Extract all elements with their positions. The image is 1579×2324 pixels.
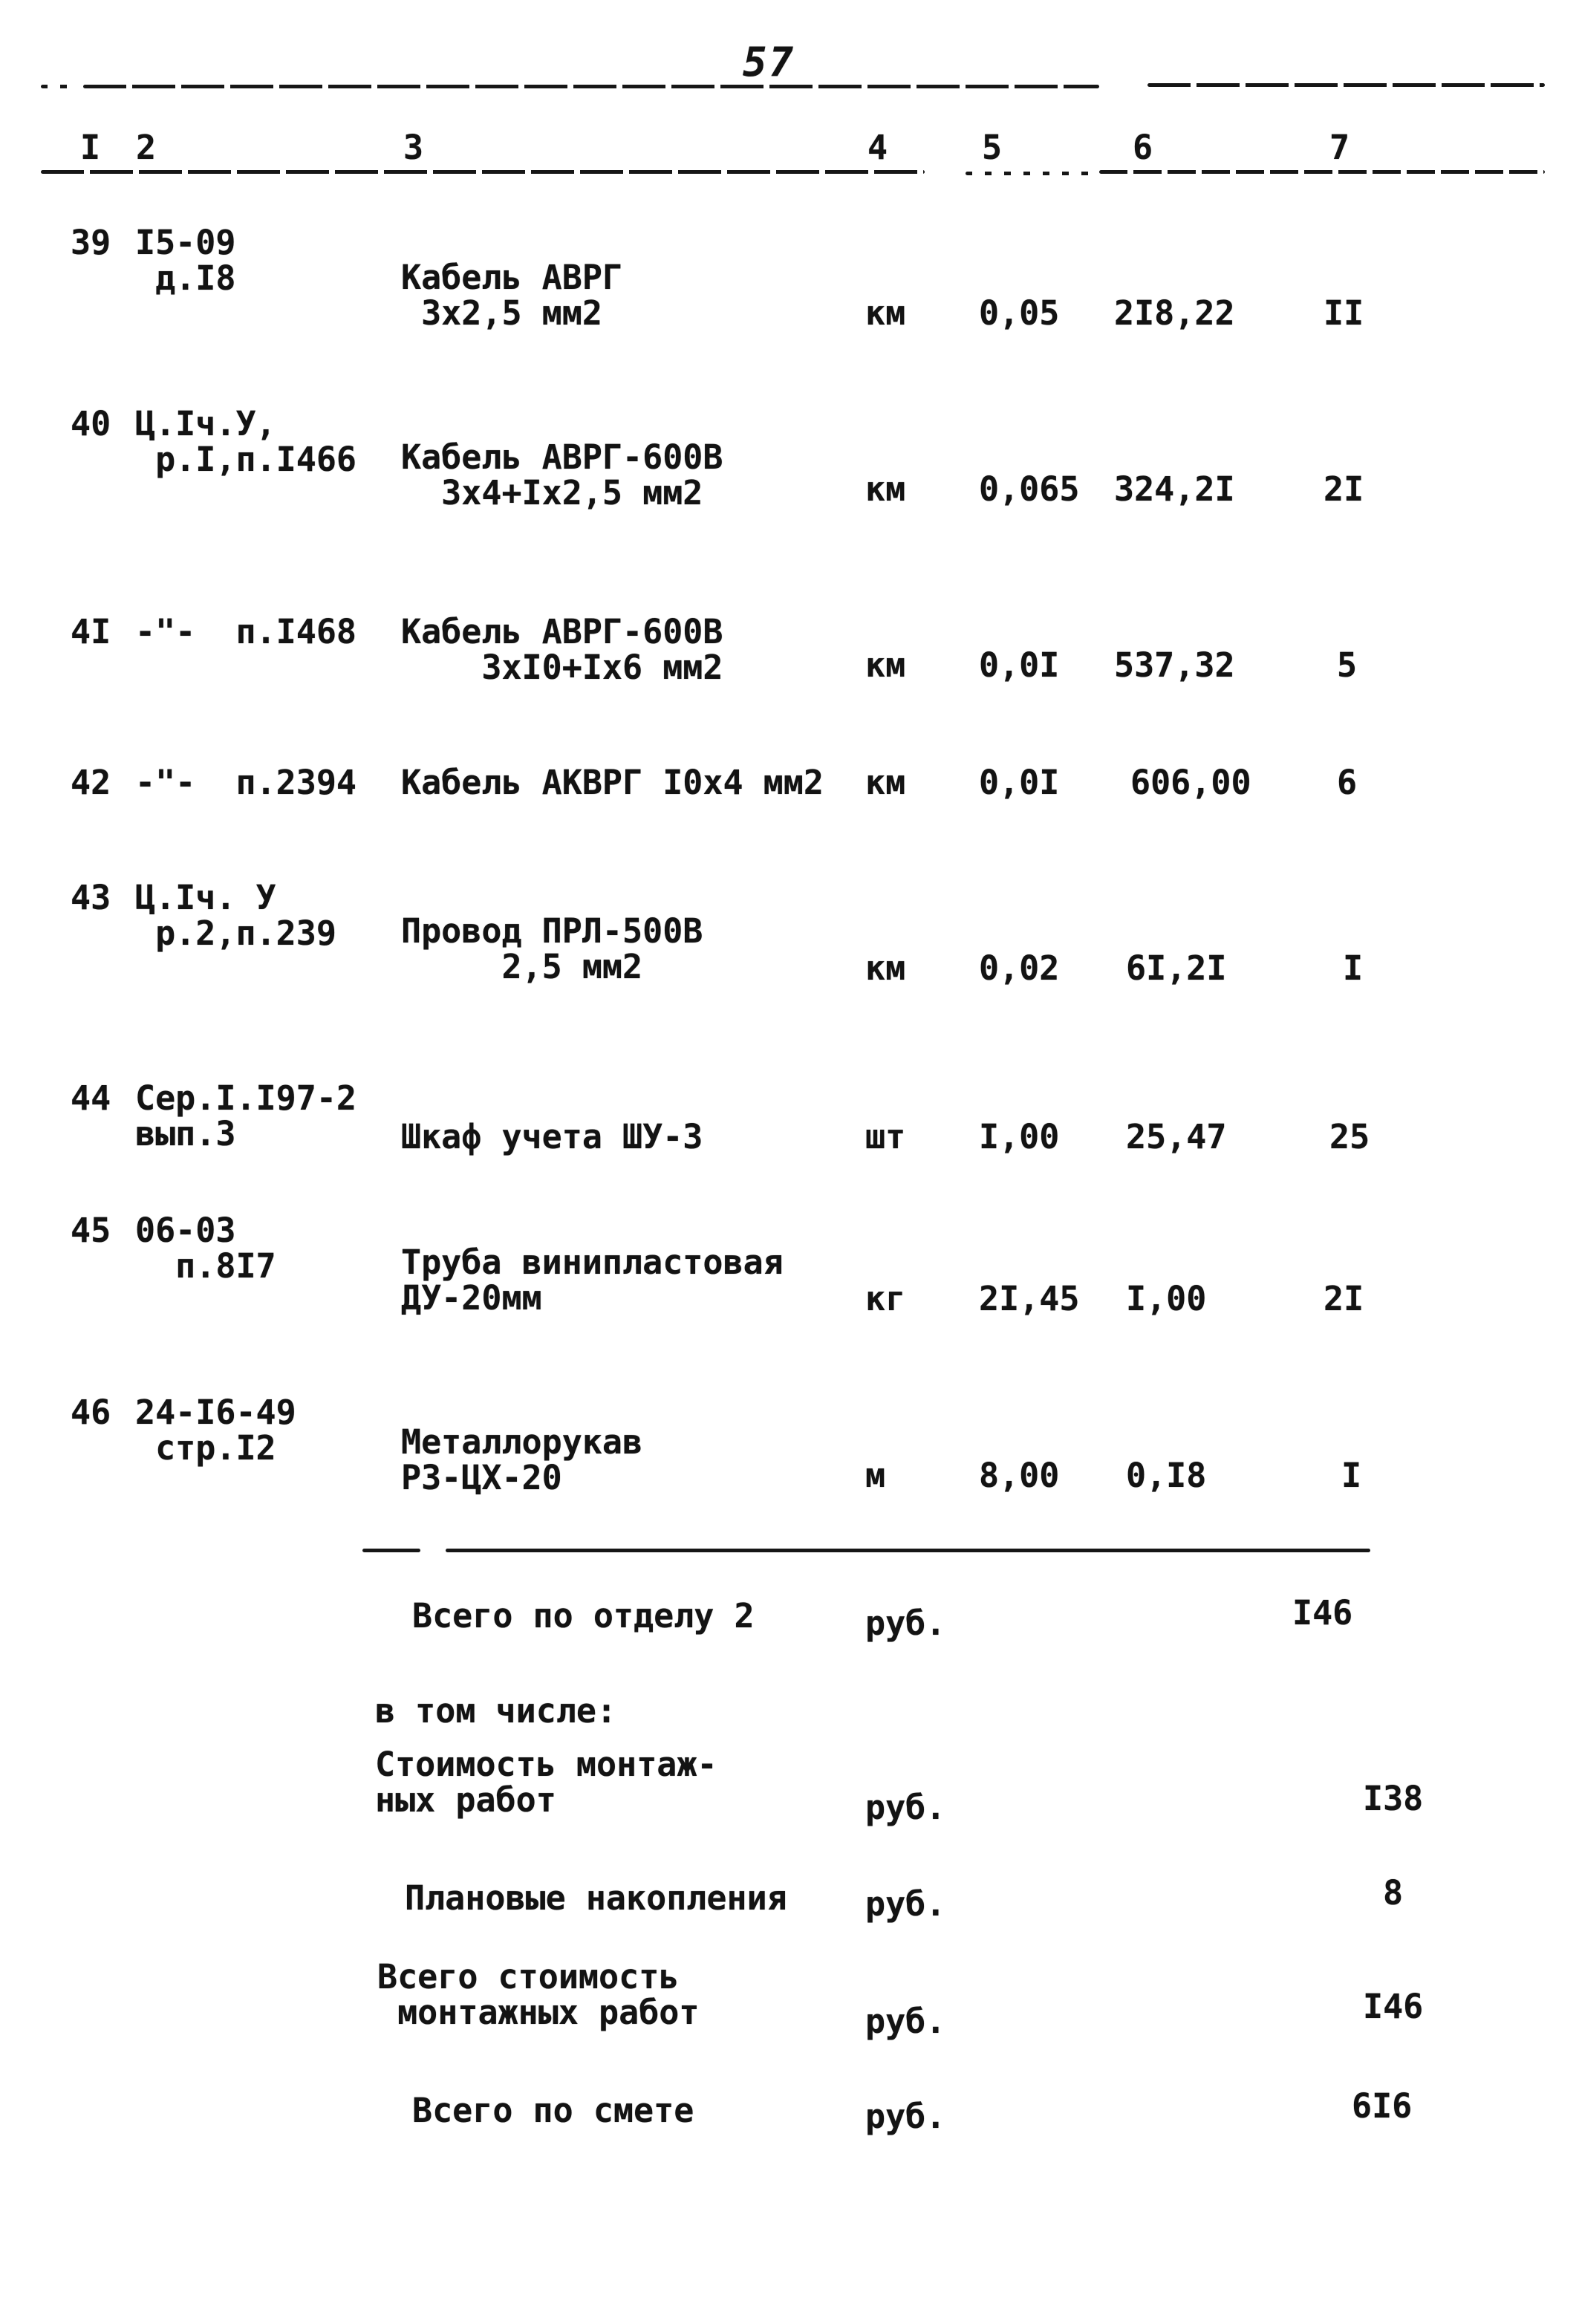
header-rule-segment [41, 170, 925, 174]
summary-rule-segment [362, 1549, 420, 1552]
row-basis: I5-09 д.I8 [135, 223, 236, 298]
summary-total-estimate-label: Всего по смете [412, 2091, 694, 2130]
row-unit: кг [865, 1279, 906, 1318]
summary-install-cost-value: I38 [1363, 1779, 1424, 1818]
summary-total-install-unit: руб. [865, 2002, 946, 2041]
row-name: Кабель АВРГ-600В 3х4+Iх2,5 мм2 [401, 437, 723, 512]
top-rule-segment [1147, 83, 1545, 87]
row-basis: 06-03 п.8I7 [135, 1211, 276, 1286]
column-header-1: I [80, 128, 101, 167]
row-qty: 0,0I [979, 763, 1060, 802]
row-name: Шкаф учета ШУ-3 [401, 1117, 703, 1156]
row-unit: км [865, 763, 906, 802]
row-price: 606,00 [1130, 763, 1251, 802]
row-unit: км [865, 645, 906, 685]
row-price: 324,2I [1114, 469, 1235, 509]
row-unit: шт [865, 1117, 906, 1156]
row-number: 46 [71, 1393, 111, 1432]
row-name: Металлорукав Р3-ЦХ-20 [401, 1422, 643, 1497]
column-header-7: 7 [1329, 128, 1350, 167]
row-price: 6I,2I [1126, 948, 1227, 988]
row-qty: I,00 [979, 1117, 1060, 1156]
column-header-5: 5 [982, 128, 1003, 167]
row-price: 0,I8 [1126, 1456, 1207, 1495]
row-number: 43 [71, 878, 111, 917]
row-name: Труба винипластовая ДУ-20мм [401, 1243, 784, 1318]
top-rule-segment [83, 85, 1099, 88]
row-name: Кабель АВРГ 3х2,5 мм2 [401, 258, 623, 333]
summary-including-label: в том числе: [375, 1691, 617, 1731]
summary-total-dept-unit: руб. [865, 1604, 946, 1643]
row-qty: 0,0I [979, 645, 1060, 685]
summary-total-estimate-value: 6I6 [1352, 2086, 1413, 2126]
row-price: 537,32 [1114, 645, 1235, 685]
row-number: 44 [71, 1078, 111, 1118]
summary-total-estimate-unit: руб. [865, 2097, 946, 2136]
column-header-6: 6 [1133, 128, 1153, 167]
row-basis: 24-I6-49 стр.I2 [135, 1393, 296, 1468]
row-number: 40 [71, 404, 111, 443]
header-rule-segment [1099, 170, 1545, 174]
row-name: Кабель АВРГ-600В 3хI0+Iх6 мм2 [401, 612, 723, 687]
row-number: 45 [71, 1211, 111, 1250]
page-number: 57 [743, 39, 796, 85]
summary-install-cost-label: Стоимость монтаж- ных работ [375, 1745, 717, 1820]
row-unit: км [865, 469, 906, 509]
row-number: 42 [71, 763, 111, 802]
row-basis: Сер.I.I97-2 вып.3 [135, 1078, 357, 1153]
summary-planned-savings-unit: руб. [865, 1884, 946, 1924]
row-total: I [1341, 1456, 1362, 1495]
summary-planned-savings-label: Плановые накопления [405, 1878, 787, 1918]
row-number: 39 [71, 223, 111, 262]
row-qty: 2I,45 [979, 1279, 1080, 1318]
row-total: I [1343, 948, 1364, 988]
row-name: Провод ПРЛ-500В 2,5 мм2 [401, 911, 703, 986]
summary-planned-savings-value: 8 [1383, 1873, 1404, 1913]
summary-total-install-value: I46 [1363, 1987, 1424, 2026]
column-header-2: 2 [136, 128, 157, 167]
row-qty: 0,05 [979, 293, 1060, 333]
row-total: 6 [1337, 763, 1358, 802]
row-basis: -"- п.I468 [135, 612, 357, 651]
row-qty: 8,00 [979, 1456, 1060, 1495]
summary-total-dept-label: Всего по отделу 2 [412, 1596, 755, 1635]
row-unit: км [865, 948, 906, 988]
row-total: 2I [1324, 1279, 1364, 1318]
row-total: II [1324, 293, 1364, 333]
row-total: 2I [1324, 469, 1364, 509]
summary-total-dept-value: I46 [1292, 1593, 1353, 1633]
row-qty: 0,065 [979, 469, 1080, 509]
row-total: 5 [1337, 645, 1358, 685]
row-name: Кабель АКВРГ I0х4 мм2 [401, 763, 824, 802]
column-header-3: 3 [403, 128, 424, 167]
row-basis: Ц.Iч.У, р.I,п.I466 [135, 404, 357, 479]
row-unit: км [865, 293, 906, 333]
row-unit: м [865, 1456, 886, 1495]
row-basis: -"- п.2394 [135, 763, 357, 802]
summary-rule-segment [446, 1549, 1370, 1552]
row-price: 2I8,22 [1114, 293, 1235, 333]
row-number: 4I [71, 612, 111, 651]
summary-install-cost-unit: руб. [865, 1788, 946, 1827]
row-qty: 0,02 [979, 948, 1060, 988]
row-total: 25 [1329, 1117, 1370, 1156]
header-rule-segment [966, 172, 1092, 175]
row-price: 25,47 [1126, 1117, 1227, 1156]
row-basis: Ц.Iч. У р.2,п.239 [135, 878, 336, 953]
column-header-4: 4 [867, 128, 888, 167]
top-rule-segment [41, 85, 79, 88]
row-price: I,00 [1126, 1279, 1207, 1318]
summary-total-install-label: Всего стоимость монтажных работ [377, 1957, 700, 2032]
